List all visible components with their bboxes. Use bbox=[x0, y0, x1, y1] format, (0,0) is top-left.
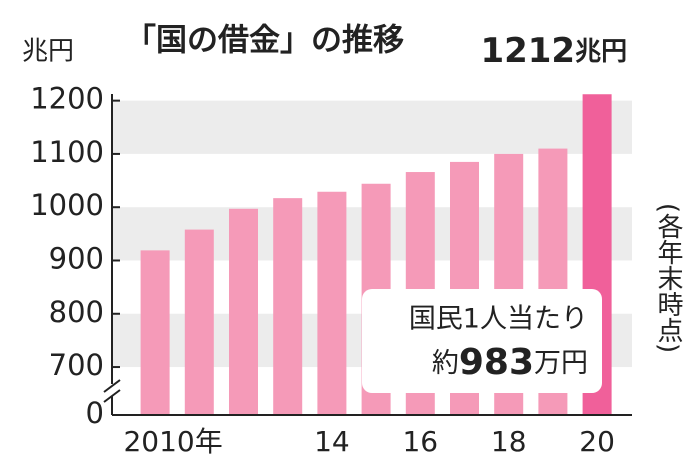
annotation-part: 万円 bbox=[534, 348, 588, 379]
x-tick-label: 16 bbox=[402, 425, 438, 458]
bar bbox=[229, 208, 258, 415]
annotation-line1: 国民1人当たり bbox=[409, 304, 588, 335]
y-tick-label: 1100 bbox=[30, 135, 104, 169]
x-tick-label: 18 bbox=[491, 425, 527, 458]
value-unit: 兆円 bbox=[575, 37, 627, 67]
y-tick-label: 1000 bbox=[30, 188, 104, 222]
x-tick-label: 20 bbox=[579, 425, 615, 458]
annotation-part: 約 bbox=[432, 348, 459, 379]
y-tick-label: 800 bbox=[49, 295, 104, 329]
note: (各年末時点) bbox=[653, 203, 683, 353]
y-tick-label: 900 bbox=[49, 241, 104, 275]
annotation-line2: 約983万円 bbox=[432, 342, 588, 383]
y-axis-label: 兆円 bbox=[22, 37, 74, 67]
y-tick-label: 0 bbox=[86, 396, 104, 430]
y-tick-label: 700 bbox=[49, 348, 104, 382]
annotation-box bbox=[362, 289, 602, 393]
y-tick-label: 1200 bbox=[30, 82, 104, 116]
chart-title: 「国の借金」の推移 bbox=[125, 23, 404, 59]
annotation-number: 983 bbox=[459, 342, 534, 383]
bar bbox=[140, 250, 170, 415]
grid-band bbox=[112, 100, 632, 154]
x-tick-label: 2010年 bbox=[123, 425, 222, 458]
bar bbox=[317, 191, 347, 415]
value-number: 1212 bbox=[480, 31, 575, 71]
x-tick-label: 14 bbox=[314, 425, 350, 458]
bar bbox=[184, 229, 214, 415]
value-label: 1212兆円 bbox=[480, 31, 627, 71]
bar bbox=[273, 198, 303, 415]
axis-break bbox=[103, 379, 121, 403]
annotation: 国民1人当たり 約983万円 bbox=[362, 289, 602, 393]
